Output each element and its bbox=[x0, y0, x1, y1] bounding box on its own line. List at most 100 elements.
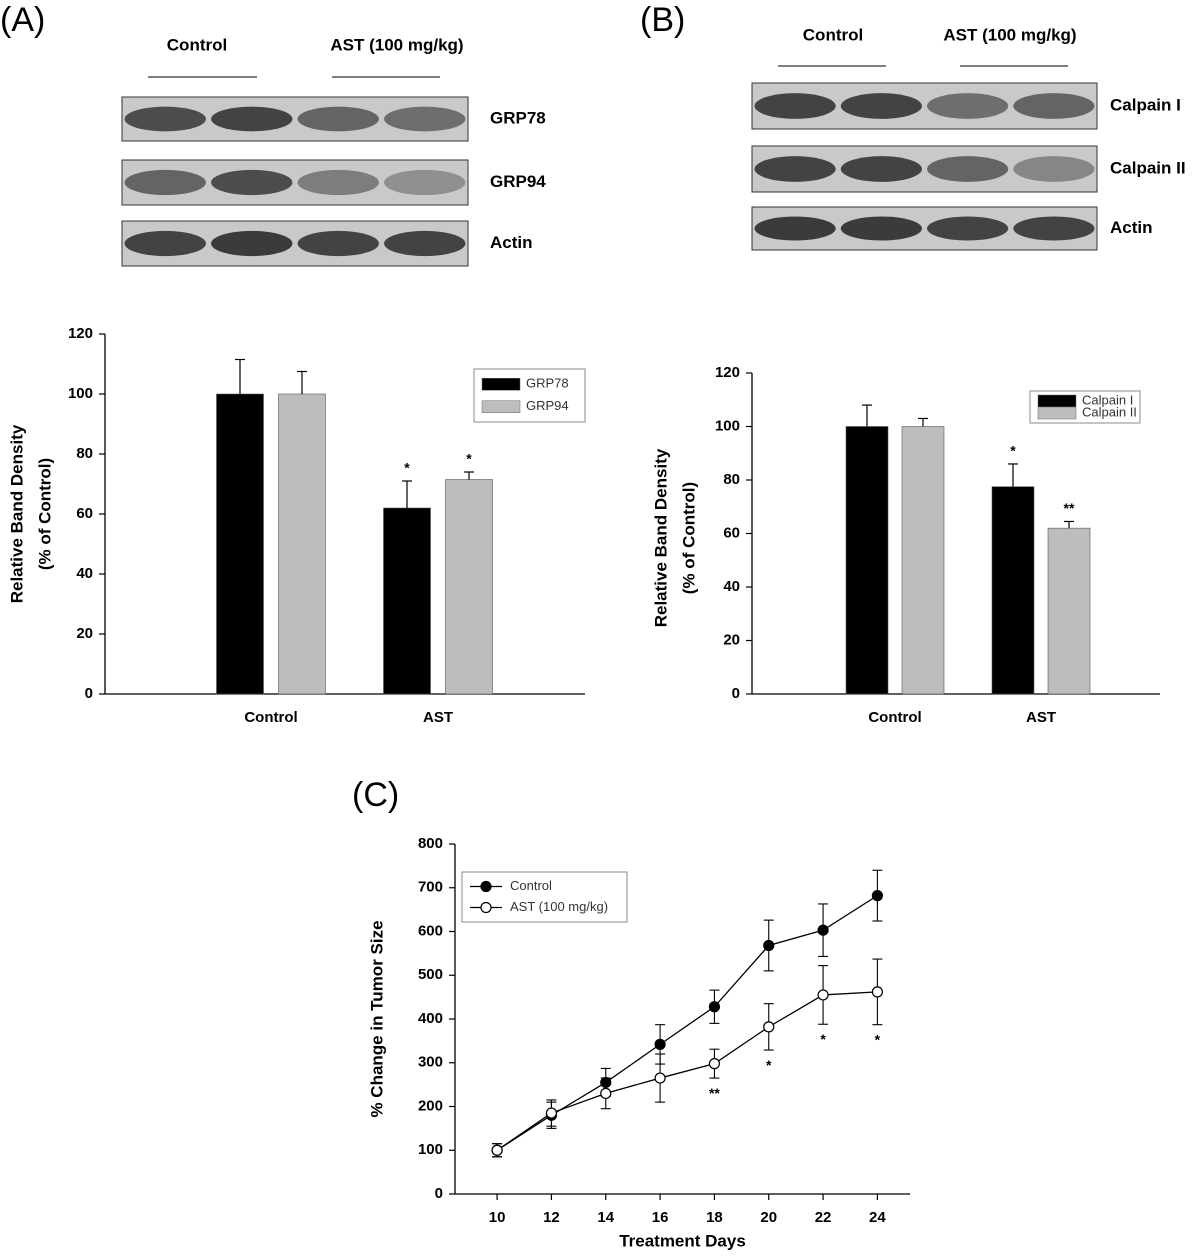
bar bbox=[216, 393, 264, 695]
error-bar bbox=[464, 471, 474, 480]
legend-box bbox=[473, 368, 586, 423]
y-axis-label: (% of Control) bbox=[679, 482, 698, 594]
point bbox=[708, 1058, 721, 1070]
y-tick-label: 20 bbox=[723, 631, 740, 648]
point bbox=[545, 1107, 558, 1119]
blot-band bbox=[1013, 216, 1095, 241]
blot-band bbox=[124, 230, 206, 257]
blot-band bbox=[124, 106, 206, 132]
x-tick-label: 22 bbox=[815, 1209, 832, 1226]
legend-swatch bbox=[481, 378, 521, 391]
error-bar bbox=[1008, 463, 1018, 487]
y-axis-label: Relative Band Density bbox=[651, 448, 670, 627]
x-tick-label: AST bbox=[1026, 709, 1056, 726]
x-tick-label: 24 bbox=[869, 1209, 886, 1226]
y-tick-label: 20 bbox=[76, 625, 93, 642]
band-label: Actin bbox=[490, 233, 533, 252]
group-label: Control bbox=[803, 25, 863, 44]
legend-swatch bbox=[1037, 406, 1077, 420]
blot-band bbox=[840, 156, 922, 182]
y-tick-label: 300 bbox=[418, 1054, 443, 1071]
panel-label: (B) bbox=[640, 1, 685, 39]
blot-band bbox=[754, 216, 836, 241]
panel-label: (C) bbox=[352, 776, 399, 814]
band-label: GRP94 bbox=[490, 172, 546, 191]
x-tick-label: 16 bbox=[652, 1209, 669, 1226]
x-tick-label: AST bbox=[423, 709, 453, 726]
group-label: Control bbox=[167, 35, 227, 54]
y-tick-label: 700 bbox=[418, 879, 443, 896]
blot-band bbox=[754, 93, 836, 119]
blot-band bbox=[1013, 93, 1095, 119]
legend-box bbox=[461, 871, 628, 923]
y-tick-label: 200 bbox=[418, 1097, 443, 1114]
y-tick-label: 100 bbox=[418, 1141, 443, 1158]
y-tick-label: 0 bbox=[85, 685, 93, 702]
significance-label: * bbox=[404, 460, 410, 476]
legend-label: GRP94 bbox=[526, 398, 569, 413]
blot-band bbox=[297, 230, 379, 257]
point bbox=[654, 1038, 666, 1050]
blot-band bbox=[1013, 156, 1095, 182]
band-label: GRP78 bbox=[490, 108, 546, 127]
y-tick-label: 120 bbox=[715, 364, 740, 381]
blot-band bbox=[754, 156, 836, 182]
bar bbox=[445, 479, 493, 695]
blot-band bbox=[297, 169, 379, 196]
bar bbox=[1047, 527, 1091, 695]
x-tick-label: 20 bbox=[760, 1209, 777, 1226]
y-axis-label: Relative Band Density bbox=[7, 424, 26, 603]
legend-label: GRP78 bbox=[526, 376, 569, 391]
point bbox=[817, 924, 829, 936]
y-tick-label: 100 bbox=[715, 417, 740, 434]
significance-label: * bbox=[466, 451, 472, 467]
point bbox=[817, 989, 829, 1001]
bar bbox=[845, 426, 889, 695]
significance-label: * bbox=[1010, 443, 1016, 459]
legend-label: Control bbox=[510, 878, 552, 893]
x-tick-label: 12 bbox=[543, 1209, 560, 1226]
legend-label: Calpain I bbox=[1082, 392, 1133, 407]
blot-band bbox=[124, 169, 206, 196]
y-tick-label: 40 bbox=[723, 578, 740, 595]
blot-band bbox=[927, 93, 1009, 119]
blot-band bbox=[840, 216, 922, 241]
y-axis-label: (% of Control) bbox=[35, 458, 54, 570]
x-axis-label: Treatment Days bbox=[619, 1231, 746, 1250]
point bbox=[871, 890, 884, 902]
band-label: Calpain II bbox=[1110, 158, 1186, 177]
x-tick-label: Control bbox=[868, 709, 921, 726]
y-tick-label: 80 bbox=[723, 471, 740, 488]
panel-label: (A) bbox=[0, 1, 45, 39]
point bbox=[763, 939, 775, 952]
y-tick-label: 0 bbox=[435, 1185, 443, 1202]
significance-label: * bbox=[820, 1031, 826, 1047]
significance-label: ** bbox=[1064, 500, 1075, 516]
x-tick-label: 14 bbox=[597, 1209, 614, 1226]
y-tick-label: 500 bbox=[418, 966, 443, 983]
y-tick-label: 400 bbox=[418, 1010, 443, 1027]
blot-band bbox=[297, 106, 379, 132]
y-tick-label: 600 bbox=[418, 922, 443, 939]
point bbox=[491, 1144, 503, 1156]
series-line bbox=[496, 991, 878, 1151]
point bbox=[871, 986, 884, 998]
significance-label: * bbox=[875, 1031, 881, 1047]
error-bar bbox=[1064, 520, 1074, 529]
legend-marker bbox=[480, 901, 492, 914]
blot-band bbox=[840, 93, 922, 119]
blot-band bbox=[927, 216, 1009, 241]
y-tick-label: 800 bbox=[418, 835, 443, 852]
y-tick-label: 120 bbox=[68, 325, 93, 342]
significance-label: ** bbox=[709, 1085, 720, 1101]
blot-band bbox=[384, 230, 466, 257]
blot-band bbox=[384, 106, 466, 132]
legend-label: AST (100 mg/kg) bbox=[510, 899, 608, 914]
blot-band bbox=[384, 169, 466, 196]
legend-swatch bbox=[481, 400, 521, 413]
point bbox=[763, 1021, 775, 1033]
y-tick-label: 80 bbox=[76, 445, 93, 462]
y-tick-label: 0 bbox=[732, 685, 740, 702]
